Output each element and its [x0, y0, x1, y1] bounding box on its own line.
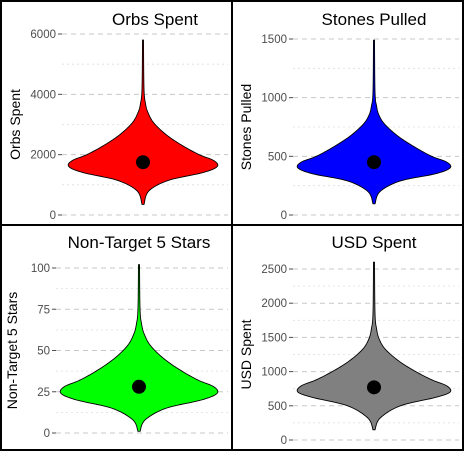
- y-tick-label: 1500: [261, 332, 287, 344]
- y-tick-label: 100: [31, 263, 50, 275]
- y-tick-label: 4000: [30, 89, 56, 101]
- y-tick-label: 1000: [261, 93, 287, 105]
- y-tick-label: 1500: [261, 34, 287, 46]
- panel-title: Non-Target 5 Stars: [68, 233, 211, 252]
- panel-title: Stones Pulled: [322, 10, 427, 29]
- y-axis-label: Stones Pulled: [238, 84, 254, 170]
- panel-non-target-5-stars: Non-Target 5 Stars 0 25 50 75 100 Non-Target …: [4, 233, 228, 440]
- panel-title: USD Spent: [331, 233, 416, 252]
- y-tick-label: 75: [37, 304, 50, 316]
- panel-title: Orbs Spent: [112, 10, 198, 29]
- mean-point: [367, 155, 381, 170]
- mean-point: [132, 379, 146, 394]
- y-tick-label: 50: [37, 346, 50, 358]
- panel-usd-spent: USD Spent 0 500 1000 1500 2000 2500 USD Spent: [238, 233, 459, 447]
- y-tick-label: 2500: [261, 264, 287, 276]
- mean-point: [136, 155, 150, 170]
- y-tick-label: 2000: [261, 298, 287, 310]
- y-tick-label: 0: [281, 435, 287, 447]
- violin-body: [296, 261, 452, 431]
- violin-body: [67, 39, 219, 205]
- violin-body: [59, 264, 219, 432]
- y-tick-label: 0: [281, 210, 287, 222]
- y-tick-label: 1000: [261, 367, 287, 379]
- violin-body: [296, 39, 452, 205]
- y-tick-label: 25: [37, 387, 50, 399]
- panel-orbs-spent: Orbs Spent 0 2000 4000 6000 Orbs Spent: [7, 10, 228, 222]
- panel-frame: [231, 224, 464, 451]
- panel-frame: [0, 224, 233, 451]
- y-tick-label: 2000: [30, 150, 56, 162]
- y-axis-label: USD Spent: [238, 319, 254, 389]
- panel-stones-pulled: Stones Pulled 0 500 1000 1500 Stones Pulled: [238, 10, 459, 222]
- y-axis-label: Orbs Spent: [7, 89, 23, 160]
- y-tick-label: 0: [50, 210, 56, 222]
- y-tick-label: 500: [268, 151, 287, 163]
- y-tick-label: 500: [268, 401, 287, 413]
- mean-point: [367, 380, 381, 395]
- y-axis-label: Non-Target 5 Stars: [4, 292, 20, 410]
- y-tick-label: 6000: [30, 29, 56, 41]
- y-tick-label: 0: [44, 428, 50, 440]
